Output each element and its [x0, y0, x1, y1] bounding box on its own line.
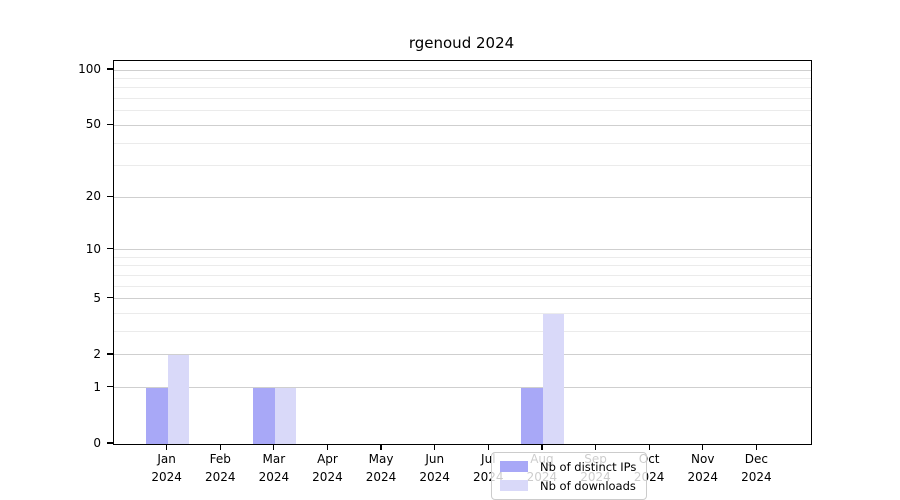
x-tick-label-apr: Apr 2024 — [295, 451, 359, 486]
x-tick-year: 2024 — [312, 469, 343, 484]
x-tick-year: 2024 — [419, 469, 450, 484]
major-gridline — [114, 124, 811, 126]
minor-gridline — [114, 256, 811, 258]
major-gridline — [114, 387, 811, 389]
x-tick-month: Feb — [209, 452, 231, 466]
x-tick-year: 2024 — [741, 469, 772, 484]
minor-gridline — [114, 275, 811, 277]
bar-downloads-jan — [167, 354, 190, 444]
x-tick-mark — [166, 444, 168, 450]
legend-label-distinct-ips: Nb of distinct IPs — [540, 459, 637, 474]
bar-distinct-ips-mar — [253, 387, 275, 444]
major-gridline — [114, 196, 811, 198]
x-tick-year: 2024 — [151, 469, 182, 484]
x-tick-mark — [273, 444, 275, 450]
x-tick-mark — [487, 444, 489, 450]
minor-gridline — [114, 331, 811, 333]
y-tick-label: 2 — [93, 346, 101, 361]
x-tick-mark — [755, 444, 757, 450]
y-tick-mark — [107, 297, 113, 299]
legend: Nb of distinct IPs Nb of downloads — [491, 452, 648, 500]
major-gridline — [114, 69, 811, 71]
minor-gridline — [114, 165, 811, 167]
x-tick-label-nov: Nov 2024 — [671, 451, 735, 486]
y-tick-mark — [107, 123, 113, 126]
major-gridline — [114, 354, 811, 356]
x-tick-month: Jan — [157, 452, 176, 466]
plot-area: Nb of distinct IPs Nb of downloads — [113, 60, 812, 500]
x-tick-label-mar: Mar 2024 — [242, 451, 306, 486]
y-tick-label: 5 — [93, 290, 101, 305]
y-tick-label: 10 — [85, 241, 101, 256]
minor-gridline — [114, 98, 811, 100]
x-tick-month: Dec — [744, 452, 768, 466]
x-tick-label-jan: Jan 2024 — [135, 451, 199, 486]
y-tick-label: 100 — [78, 62, 101, 77]
y-tick-label: 0 — [93, 436, 101, 450]
minor-gridline — [114, 285, 811, 287]
minor-gridline — [114, 313, 811, 315]
chart-title: rgenoud 2024 — [408, 34, 515, 52]
y-tick-mark — [107, 442, 113, 444]
major-gridline — [114, 249, 811, 251]
x-tick-year: 2024 — [258, 469, 290, 484]
major-gridline — [114, 298, 811, 300]
legend-swatch-downloads — [500, 480, 528, 491]
x-tick-month: Jun — [425, 452, 445, 466]
x-tick-mark — [702, 444, 704, 450]
legend-swatch-distinct-ips — [500, 461, 528, 472]
x-tick-mark — [326, 444, 329, 450]
x-tick-label-dec: Dec 2024 — [724, 451, 788, 486]
bar-downloads-aug — [542, 313, 565, 444]
x-tick-mark — [541, 444, 543, 450]
legend-label-downloads: Nb of downloads — [540, 478, 636, 493]
bar-downloads-mar — [274, 387, 297, 444]
minor-gridline — [114, 265, 811, 267]
x-tick-label-jun: Jun 2024 — [403, 451, 467, 486]
x-tick-year: 2024 — [365, 469, 397, 484]
x-tick-year: 2024 — [687, 469, 719, 484]
y-tick-mark — [107, 195, 113, 197]
minor-gridline — [114, 78, 811, 80]
x-tick-mark — [648, 444, 650, 450]
legend-entry-distinct-ips: Nb of distinct IPs — [500, 459, 636, 474]
x-tick-month: Apr — [317, 452, 338, 466]
y-tick-label: 20 — [85, 189, 101, 204]
y-tick-mark — [107, 353, 113, 355]
bar-distinct-ips-aug — [521, 387, 543, 444]
x-tick-mark — [434, 444, 436, 450]
y-tick-label: 50 — [85, 117, 101, 132]
x-tick-mark — [219, 444, 221, 450]
x-tick-mark — [380, 444, 382, 450]
x-tick-mark — [594, 444, 597, 450]
x-tick-year: 2024 — [204, 469, 236, 484]
minor-gridline — [114, 142, 811, 144]
legend-entry-downloads: Nb of downloads — [500, 478, 636, 493]
y-tick-mark — [107, 248, 113, 250]
x-tick-label-feb: Feb 2024 — [188, 451, 252, 486]
x-tick-month: Nov — [691, 452, 715, 466]
x-tick-label-may: May 2024 — [349, 451, 413, 486]
x-tick-month: May — [368, 452, 394, 466]
minor-gridline — [114, 110, 811, 112]
minor-gridline — [114, 87, 811, 89]
x-tick-month: Mar — [262, 452, 286, 466]
y-tick-mark — [107, 386, 113, 388]
y-tick-mark — [107, 68, 113, 70]
y-tick-label: 1 — [93, 379, 101, 394]
bar-distinct-ips-jan — [146, 387, 168, 444]
